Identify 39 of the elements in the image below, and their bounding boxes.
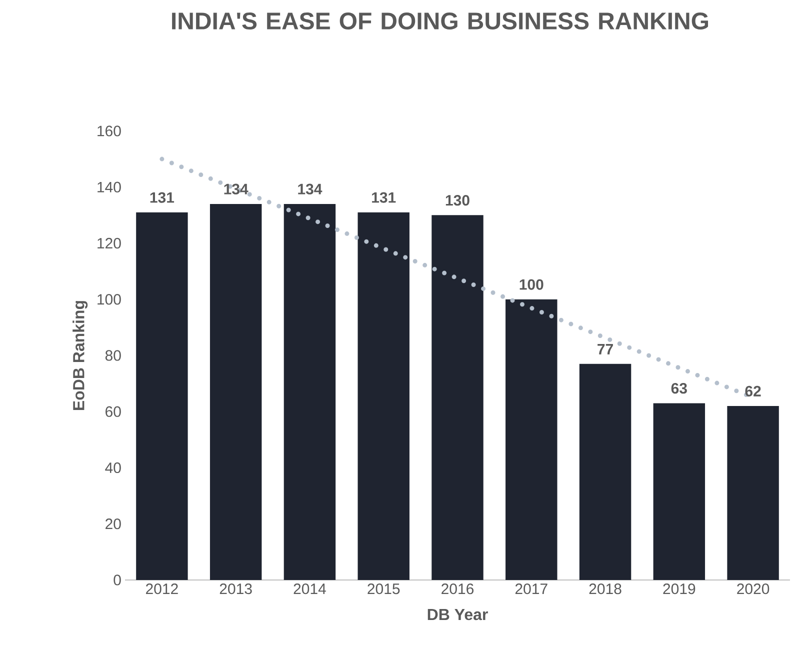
bar bbox=[432, 215, 484, 580]
data-label: 131 bbox=[150, 192, 174, 203]
data-label: 134 bbox=[298, 184, 322, 194]
bar bbox=[284, 204, 336, 580]
x-tick-label: 2012 bbox=[146, 584, 178, 594]
y-tick-label: 120 bbox=[98, 238, 121, 249]
bar bbox=[579, 364, 632, 580]
x-tick-label: 2014 bbox=[294, 584, 326, 594]
x-tick-label: 2013 bbox=[220, 584, 252, 594]
data-label: 130 bbox=[446, 195, 470, 206]
y-tick-label: 140 bbox=[98, 182, 121, 192]
bar bbox=[358, 212, 410, 580]
bar bbox=[653, 403, 706, 580]
bar bbox=[210, 204, 262, 580]
x-tick-label: 2016 bbox=[442, 584, 474, 594]
data-label: 131 bbox=[372, 192, 396, 203]
y-tick-label: 160 bbox=[98, 126, 121, 136]
data-label: 77 bbox=[598, 344, 613, 354]
y-tick-label: 60 bbox=[106, 406, 121, 417]
bar bbox=[136, 212, 188, 580]
bar bbox=[727, 406, 779, 580]
y-tick-label: 0 bbox=[114, 574, 121, 586]
data-label: 63 bbox=[671, 383, 687, 394]
y-axis-title: EoDB Ranking bbox=[72, 301, 88, 410]
y-tick-label: 20 bbox=[106, 518, 121, 530]
x-tick-label: 2018 bbox=[589, 584, 622, 594]
chart-title: INDIA'S EASE OF DOING BUSINESS RANKING bbox=[172, 12, 708, 30]
data-label: 100 bbox=[520, 279, 544, 290]
y-tick-label: 80 bbox=[105, 350, 121, 361]
x-axis-title: DB Year bbox=[428, 609, 488, 620]
y-tick-label: 100 bbox=[98, 294, 121, 305]
data-label: 134 bbox=[224, 184, 248, 194]
y-tick-label: 40 bbox=[105, 462, 121, 474]
x-tick-label: 2015 bbox=[368, 584, 400, 594]
x-tick-label: 2017 bbox=[515, 584, 548, 594]
bar bbox=[506, 299, 558, 580]
data-label: 62 bbox=[745, 386, 761, 396]
x-tick-label: 2019 bbox=[663, 584, 696, 594]
x-tick-label: 2020 bbox=[737, 584, 770, 594]
